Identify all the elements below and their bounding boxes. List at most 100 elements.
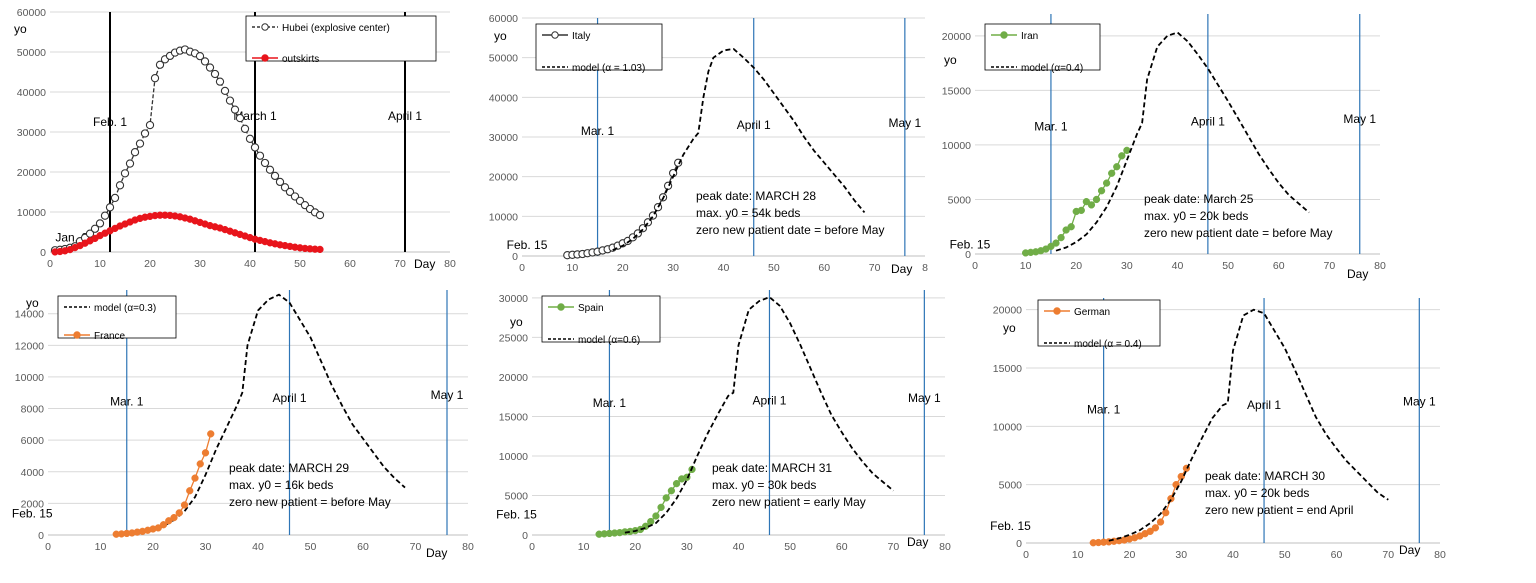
- x-tick-label: 30: [1121, 260, 1133, 272]
- data-point: [95, 219, 105, 228]
- x-tick-label: 80: [1374, 260, 1386, 272]
- x-tick-label: 70: [869, 262, 881, 274]
- data-point: [1097, 187, 1106, 195]
- data-point: [240, 124, 250, 133]
- y-tick-label: 8000: [21, 404, 45, 416]
- y-tick-label: 14000: [15, 309, 44, 321]
- data-point: [260, 158, 270, 168]
- date-line-label: May 1: [1343, 112, 1376, 126]
- legend: model (α=0.3) France: [57, 295, 177, 342]
- data-point: [255, 151, 265, 160]
- x-tick-label: 50: [784, 541, 796, 553]
- date-line-label: Mar. 1: [593, 396, 627, 410]
- legend-swatch-marker: [551, 31, 559, 39]
- data-point: [154, 524, 162, 532]
- date-line-label: Mar. 1: [110, 394, 144, 408]
- data-point: [201, 449, 210, 457]
- y-tick-label: 20000: [17, 167, 46, 179]
- y-tick-label: 0: [512, 251, 518, 263]
- legend-entry: France: [94, 331, 126, 342]
- legend-swatch-marker: [557, 303, 565, 311]
- data-point: [1047, 242, 1055, 251]
- date-line-label: April 1: [1191, 114, 1225, 128]
- data-point: [315, 210, 325, 220]
- date-line-label: March 1: [233, 109, 277, 123]
- x-tick-label: 0: [519, 262, 525, 274]
- annotation-line: peak date: MARCH 29: [229, 461, 349, 475]
- y-axis-label: yo: [1003, 321, 1016, 335]
- y-tick-label: 10000: [489, 211, 518, 223]
- date-line-label: May 1: [908, 391, 941, 405]
- data-point: [150, 74, 160, 83]
- y-tick-label: 60000: [17, 7, 46, 19]
- x-tick-label: 50: [1222, 260, 1234, 272]
- y-tick-label: 0: [1016, 538, 1022, 550]
- legend-box: [535, 23, 663, 71]
- annotation-line: peak date: MARCH 31: [712, 461, 832, 475]
- y-tick-label: 4000: [21, 467, 45, 479]
- y-tick-label: 0: [40, 247, 46, 259]
- y-tick-label: 20000: [489, 172, 518, 184]
- chart-italy: 0 10000 20000 30000 40000 50000 60000 0 10 20 30 40…: [489, 13, 928, 276]
- y-tick-label: 15000: [993, 363, 1022, 375]
- x-tick-label: 30: [667, 262, 679, 274]
- x-axis-label: Day: [414, 257, 435, 271]
- y-tick-label: 20000: [499, 372, 528, 384]
- data-point: [140, 129, 150, 138]
- data-point: [1102, 179, 1111, 187]
- data-point: [215, 77, 225, 86]
- data-point: [165, 517, 173, 525]
- x-tick-label: 0: [529, 541, 535, 553]
- series-line-model-1-03-: [612, 47, 866, 251]
- x-tick-label: 20: [1070, 260, 1082, 272]
- x-tick-label: 40: [718, 262, 730, 274]
- data-point: [115, 181, 125, 190]
- x-tick-label: 0: [47, 258, 53, 270]
- data-point: [207, 430, 215, 438]
- legend: Hubei (explosive center) outskirts: [245, 15, 437, 65]
- data-point: [235, 113, 245, 123]
- x-tick-label: 20: [1124, 549, 1136, 561]
- data-point: [230, 105, 240, 114]
- data-point: [245, 134, 255, 143]
- data-point: [1077, 206, 1085, 215]
- y-tick-label: 20000: [942, 31, 971, 43]
- x-tick-label: 20: [147, 541, 159, 553]
- data-point: [1057, 233, 1065, 242]
- data-point: [1092, 195, 1101, 204]
- legend: Iran model (α=0.4): [984, 23, 1101, 74]
- y-tick-label: 5000: [999, 480, 1023, 492]
- data-point: [191, 474, 199, 482]
- y-tick-label: 30000: [17, 127, 46, 139]
- y-axis-label: yo: [944, 53, 957, 67]
- x-axis-label: Day: [907, 535, 928, 549]
- annotation-line: zero new patient = before May: [229, 495, 391, 509]
- chart-france: 0 2000 4000 6000 8000 10000 12000 14000 0 10 20 30 4…: [12, 290, 474, 560]
- date-line-label: May 1: [431, 388, 464, 402]
- x-tick-label: 10: [1020, 260, 1032, 272]
- x-tick-label: 80: [444, 258, 456, 270]
- legend-swatch-marker: [261, 54, 269, 62]
- legend-entry: model (α=0.6): [578, 335, 640, 346]
- x-axis-label: Day: [426, 546, 447, 560]
- data-point: [1062, 226, 1070, 234]
- annotation-line: zero new patient date = before May: [696, 223, 884, 237]
- y-axis-label: yo: [510, 315, 523, 329]
- data-point: [159, 521, 168, 529]
- data-point: [205, 63, 215, 72]
- x-tick-label: 40: [244, 258, 256, 270]
- data-point: [155, 60, 165, 69]
- x-tick-label: 20: [617, 262, 629, 274]
- annotation-line: peak date: MARCH 30: [1205, 469, 1325, 483]
- legend-box: [57, 295, 177, 339]
- data-point: [1156, 518, 1165, 526]
- x-tick-label: 60: [1273, 260, 1285, 272]
- x-tick-label: 70: [394, 258, 406, 270]
- x-tick-label: 0: [1023, 549, 1029, 561]
- data-point: [285, 187, 295, 197]
- y-tick-label: 10000: [17, 207, 46, 219]
- x-tick-label: 50: [294, 258, 306, 270]
- x-tick-label: 30: [200, 541, 212, 553]
- x-tick-label: 70: [1324, 260, 1336, 272]
